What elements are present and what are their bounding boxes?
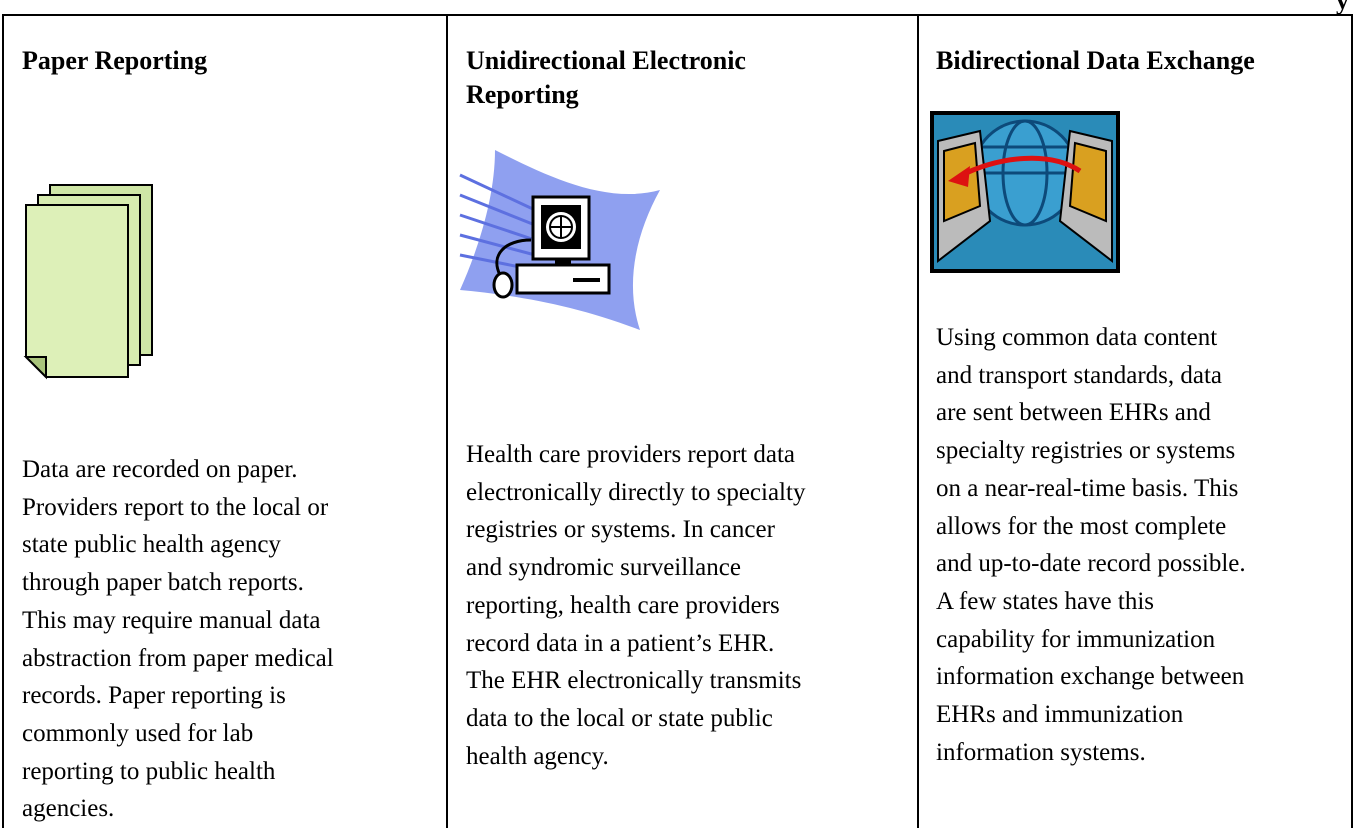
body-text: reporting, health care providers xyxy=(466,591,780,619)
body-text: are sent between EHRs and xyxy=(936,399,1211,427)
body-text: information exchange between xyxy=(936,663,1245,691)
body-text: Providers report to the local or xyxy=(22,493,329,521)
body-text: record data in a patient’s EHR. xyxy=(466,629,775,657)
body-text: Health care providers report data xyxy=(466,441,796,468)
body-text: records. Paper reporting is xyxy=(22,682,286,710)
body-text: abstraction from paper medical xyxy=(22,644,334,672)
body-text: A few states have this xyxy=(936,587,1155,615)
body-text: health agency. xyxy=(466,742,609,770)
body-text: information systems. xyxy=(936,738,1146,766)
column-divider xyxy=(446,14,448,828)
paper-icon xyxy=(23,184,153,380)
column-title: Bidirectional Data Exchange xyxy=(936,46,1255,75)
body-text: and up-to-date record possible. xyxy=(936,550,1246,578)
body-text: data to the local or state public xyxy=(466,704,773,732)
body-text: EHRs and immunization xyxy=(936,701,1184,728)
body-text: allows for the most complete xyxy=(936,512,1227,540)
body-text: commonly used for lab xyxy=(22,719,254,747)
column-title: Reporting xyxy=(466,80,579,109)
body-text: This may require manual data xyxy=(22,606,321,634)
header-fragment: y xyxy=(1336,0,1349,15)
column-divider xyxy=(917,14,919,828)
body-text: and transport standards, data xyxy=(936,361,1223,389)
body-text: electronically directly to specialty xyxy=(466,478,806,506)
body-text: agencies. xyxy=(22,795,115,823)
globe-icon xyxy=(930,111,1120,273)
column-title: Unidirectional Electronic xyxy=(466,46,746,75)
table-border xyxy=(1351,14,1353,828)
body-text: through paper batch reports. xyxy=(22,569,304,597)
table-top-border xyxy=(2,14,1353,16)
body-text: The EHR electronically transmits xyxy=(466,667,802,695)
body-text: reporting to public health xyxy=(22,757,276,785)
computer-icon xyxy=(459,150,660,330)
body-text: Using common data content xyxy=(936,324,1218,351)
table-border xyxy=(2,14,4,828)
body-text: Data are recorded on paper. xyxy=(22,456,298,483)
body-text: registries or systems. In cancer xyxy=(466,516,775,544)
body-text: specialty registries or systems xyxy=(936,437,1236,465)
column-title: Paper Reporting xyxy=(22,46,208,75)
body-text: capability for immunization xyxy=(936,625,1216,653)
body-text: state public health agency xyxy=(22,531,281,559)
body-text: and syndromic surveillance xyxy=(466,554,741,582)
body-text: on a near-real-time basis. This xyxy=(936,474,1239,502)
